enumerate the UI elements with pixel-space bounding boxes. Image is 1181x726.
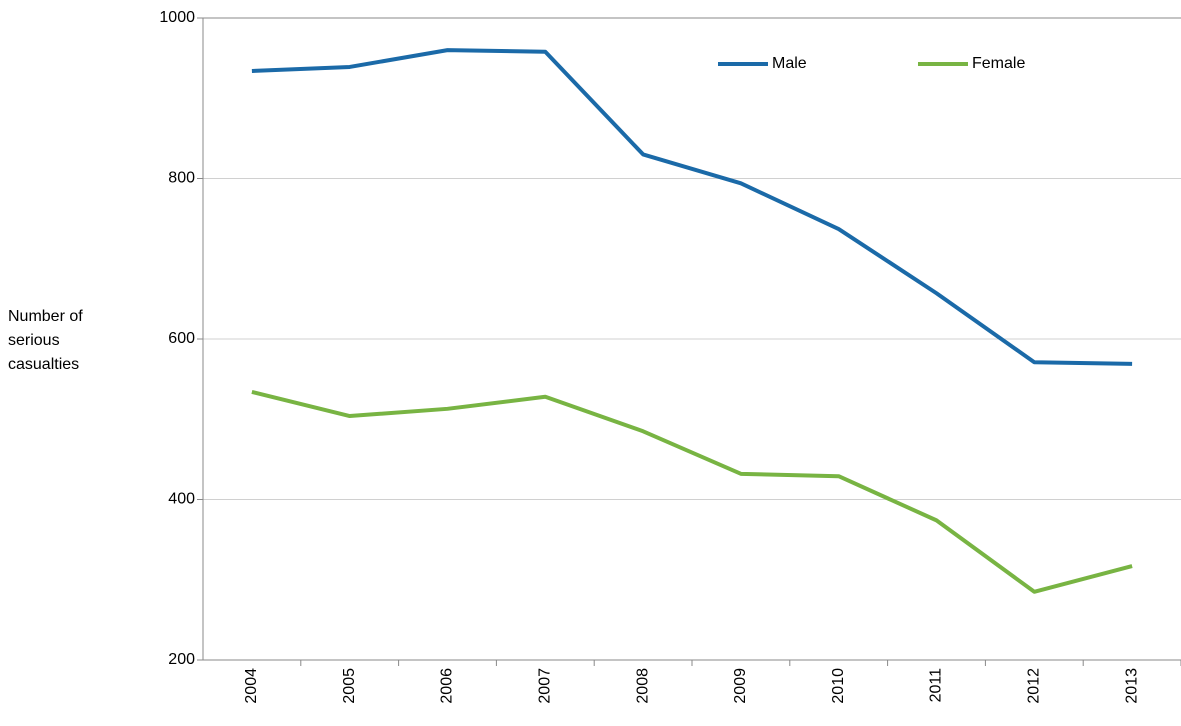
x-tick-label: 2012 xyxy=(1026,668,1043,704)
x-tick-label: 2004 xyxy=(243,668,260,704)
x-tick-label: 2009 xyxy=(732,668,749,704)
y-tick-label: 200 xyxy=(168,651,195,668)
x-tick-label: 2011 xyxy=(928,668,945,703)
legend-label: Male xyxy=(772,55,807,72)
y-tick-label: 400 xyxy=(168,491,195,508)
y-tick-label: 800 xyxy=(168,170,195,187)
y-axis-label: Number of serious casualties xyxy=(8,308,83,373)
x-tick-label: 2007 xyxy=(537,668,554,704)
y-tick-label: 1000 xyxy=(159,9,195,26)
x-tick-label: 2005 xyxy=(341,668,358,704)
y-tick-label: 600 xyxy=(168,330,195,347)
line-series xyxy=(251,48,1133,366)
x-tick-label: 2013 xyxy=(1123,668,1140,704)
x-tick-label: 2010 xyxy=(830,668,847,704)
line-series xyxy=(251,390,1133,594)
legend-label: Female xyxy=(972,55,1025,72)
x-tick-label: 2008 xyxy=(634,668,651,704)
x-tick-label: 2006 xyxy=(439,668,456,704)
